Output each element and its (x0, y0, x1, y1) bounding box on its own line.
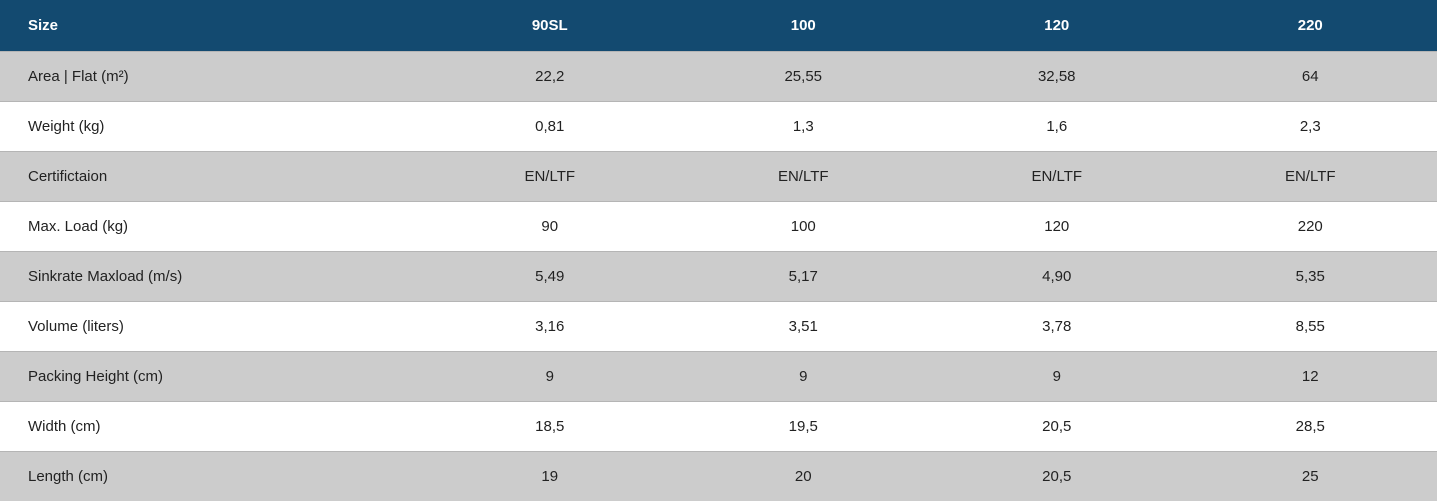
header-cell: Size (0, 0, 423, 52)
table-row: Max. Load (kg) 90 100 120 220 (0, 201, 1437, 252)
table-row: Area | Flat (m²) 22,2 25,55 32,58 64 (0, 51, 1437, 102)
cell: 1,6 (930, 101, 1184, 152)
cell: 19 (423, 451, 677, 501)
cell: 9 (423, 351, 677, 402)
row-label: Certifictaion (0, 151, 423, 202)
cell: EN/LTF (676, 151, 930, 202)
cell: 32,58 (930, 51, 1184, 102)
cell: 12 (1183, 351, 1437, 402)
cell: 1,3 (676, 101, 930, 152)
cell: 9 (676, 351, 930, 402)
row-label: Weight (kg) (0, 101, 423, 152)
cell: 20 (676, 451, 930, 501)
header-cell: 220 (1183, 0, 1437, 52)
table-row: Certifictaion EN/LTF EN/LTF EN/LTF EN/LTF (0, 151, 1437, 202)
cell: 4,90 (930, 251, 1184, 302)
cell: 0,81 (423, 101, 677, 152)
table-header: Size 90SL 100 120 220 (0, 0, 1437, 52)
row-label: Width (cm) (0, 401, 423, 452)
cell: 120 (930, 201, 1184, 252)
cell: 5,35 (1183, 251, 1437, 302)
cell: 22,2 (423, 51, 677, 102)
cell: EN/LTF (423, 151, 677, 202)
cell: 20,5 (930, 401, 1184, 452)
row-label: Volume (liters) (0, 301, 423, 352)
header-cell: 90SL (423, 0, 677, 52)
row-label: Area | Flat (m²) (0, 51, 423, 102)
cell: 100 (676, 201, 930, 252)
cell: 90 (423, 201, 677, 252)
header-cell: 120 (930, 0, 1184, 52)
header-row: Size 90SL 100 120 220 (0, 0, 1437, 52)
cell: 3,16 (423, 301, 677, 352)
row-label: Packing Height (cm) (0, 351, 423, 402)
cell: 64 (1183, 51, 1437, 102)
cell: 5,49 (423, 251, 677, 302)
table-row: Weight (kg) 0,81 1,3 1,6 2,3 (0, 101, 1437, 152)
cell: EN/LTF (930, 151, 1184, 202)
cell: 28,5 (1183, 401, 1437, 452)
header-cell: 100 (676, 0, 930, 52)
cell: 8,55 (1183, 301, 1437, 352)
cell: 3,51 (676, 301, 930, 352)
cell: 220 (1183, 201, 1437, 252)
table-row: Length (cm) 19 20 20,5 25 (0, 451, 1437, 501)
cell: EN/LTF (1183, 151, 1437, 202)
cell: 20,5 (930, 451, 1184, 501)
cell: 3,78 (930, 301, 1184, 352)
cell: 18,5 (423, 401, 677, 452)
cell: 2,3 (1183, 101, 1437, 152)
table-row: Packing Height (cm) 9 9 9 12 (0, 351, 1437, 402)
table-row: Sinkrate Maxload (m/s) 5,49 5,17 4,90 5,35 (0, 251, 1437, 302)
cell: 5,17 (676, 251, 930, 302)
cell: 25 (1183, 451, 1437, 501)
table-row: Volume (liters) 3,16 3,51 3,78 8,55 (0, 301, 1437, 352)
cell: 25,55 (676, 51, 930, 102)
row-label: Sinkrate Maxload (m/s) (0, 251, 423, 302)
cell: 19,5 (676, 401, 930, 452)
row-label: Length (cm) (0, 451, 423, 501)
row-label: Max. Load (kg) (0, 201, 423, 252)
cell: 9 (930, 351, 1184, 402)
table-row: Width (cm) 18,5 19,5 20,5 28,5 (0, 401, 1437, 452)
table-body: Area | Flat (m²) 22,2 25,55 32,58 64 Weight (… (0, 51, 1437, 501)
